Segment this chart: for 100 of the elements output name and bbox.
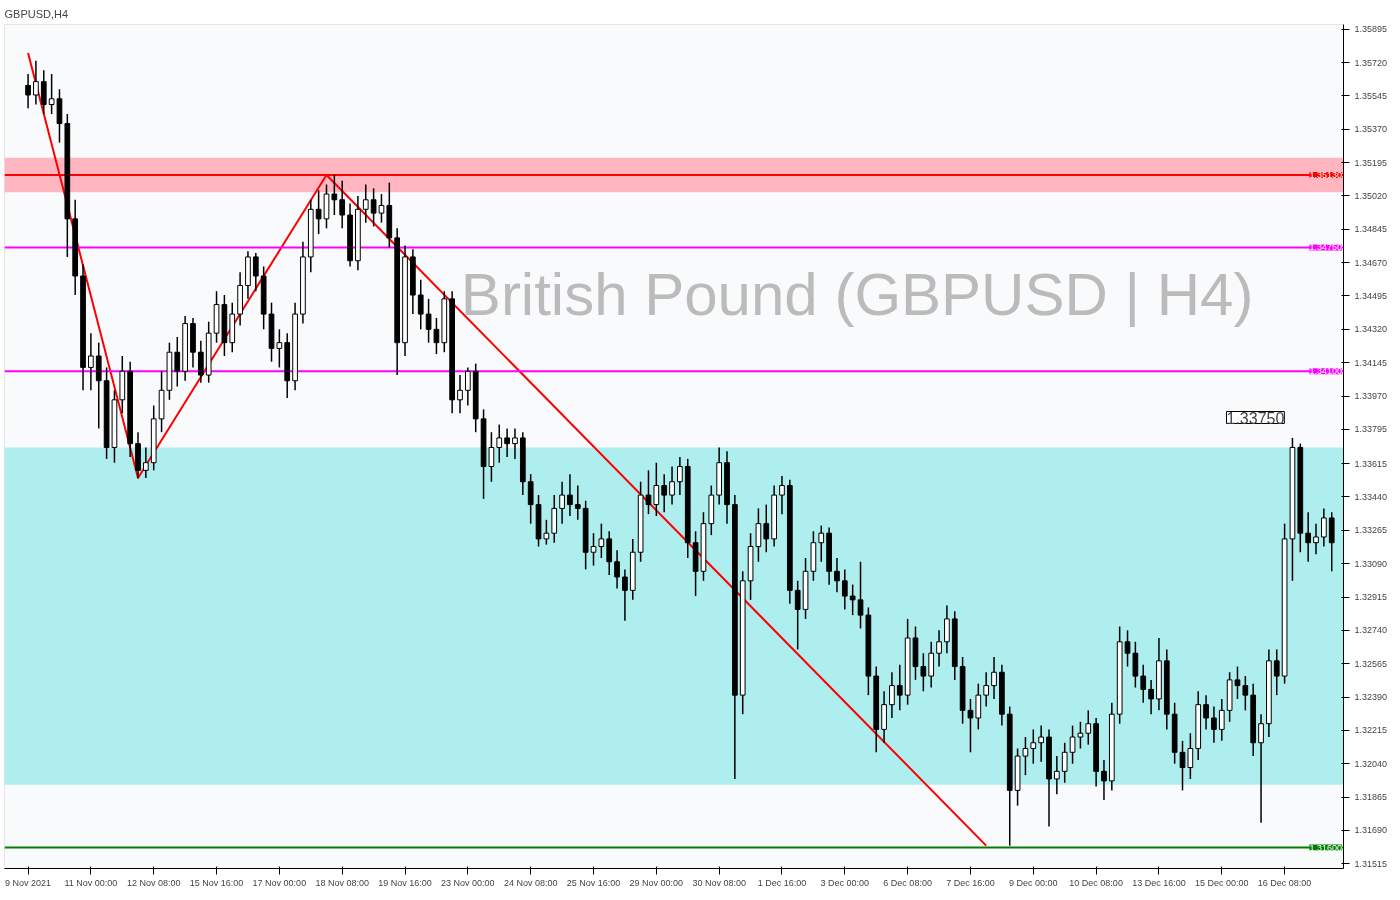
candlestick (433, 317, 440, 355)
candlestick (944, 604, 950, 654)
y-tick-label: 1.35720 (1354, 57, 1388, 68)
x-tick-label: 9 Dec 00:00 (1009, 877, 1058, 888)
candlestick (1211, 705, 1217, 744)
candlestick (40, 69, 47, 115)
candlestick (417, 279, 424, 331)
y-tick-label: 1.32565 (1354, 658, 1388, 669)
candlestick (1132, 641, 1139, 689)
candlestick (936, 629, 942, 668)
x-tick-label: 15 Dec 00:00 (1195, 877, 1249, 888)
y-tick-label: 1.35195 (1354, 157, 1388, 168)
y-tick-label: 1.33970 (1354, 391, 1388, 402)
x-tick-label: 16 Dec 08:00 (1257, 877, 1312, 888)
y-tick-label: 1.34320 (1354, 324, 1388, 335)
candlestick (669, 465, 675, 506)
ref-line-label: 1.35130 (1309, 170, 1342, 181)
y-tick-label: 1.32040 (1354, 758, 1388, 769)
candlestick (1218, 698, 1225, 742)
candlestick (1313, 522, 1319, 555)
y-tick-label: 1.31865 (1354, 792, 1388, 803)
candlestick (841, 568, 848, 611)
ref-line-label: 1.31600 (1309, 842, 1342, 853)
candlestick (1077, 721, 1084, 750)
candlestick (598, 522, 605, 559)
y-tick-label: 1.32390 (1354, 692, 1388, 703)
x-tick-label: 3 Dec 00:00 (820, 877, 870, 888)
x-tick-label: 30 Nov 08:00 (692, 877, 746, 888)
candlestick (1030, 728, 1037, 765)
candlestick (857, 561, 864, 630)
candlestick (818, 524, 825, 563)
candlestick (252, 252, 259, 292)
y-tick-label: 1.33795 (1354, 424, 1388, 435)
candlestick (983, 671, 990, 708)
candlestick (622, 568, 628, 622)
chart-title: GBPUSD,H4 (4, 7, 69, 20)
y-tick-label: 1.33615 (1354, 458, 1388, 469)
y-tick-label: 1.34670 (1354, 257, 1388, 268)
ref-line-label: 1.34750 (1309, 242, 1342, 253)
y-tick-label: 1.33265 (1354, 525, 1388, 536)
candlestick (661, 473, 668, 513)
y-tick-label: 1.35370 (1354, 124, 1388, 135)
candlestick (614, 549, 620, 590)
x-tick-label: 15 Nov 16:00 (189, 877, 244, 888)
x-tick-label: 10 Dec 08:00 (1069, 877, 1123, 888)
candlestick (975, 682, 982, 731)
x-tick-label: 29 Nov 00:00 (629, 877, 684, 888)
candlestick (567, 473, 573, 517)
y-tick-label: 1.35020 (1354, 190, 1388, 201)
y-tick-label: 1.34145 (1354, 357, 1388, 368)
y-tick-label: 1.32740 (1354, 625, 1388, 636)
y-tick-label: 1.32215 (1354, 725, 1388, 736)
candlestick (889, 671, 895, 719)
candlestick (143, 446, 149, 479)
x-tick-label: 11 Nov 00:00 (64, 877, 118, 888)
candlestick (896, 663, 903, 712)
y-tick-label: 1.33090 (1354, 558, 1388, 569)
x-tick-label: 7 Dec 16:00 (946, 877, 995, 888)
candlestick (920, 652, 927, 693)
candlestick (197, 340, 204, 384)
candlestick (1140, 663, 1147, 704)
annotation: 1.33750 (1226, 409, 1285, 427)
candlestick (1054, 755, 1060, 795)
candlestick (512, 427, 518, 460)
candlestick (504, 427, 510, 458)
candlestick (967, 698, 974, 754)
candlestick (1061, 742, 1068, 784)
candlestick (496, 423, 503, 464)
candlestick (991, 656, 997, 700)
text: British Pound (GBPUSD | H4) (460, 261, 1254, 329)
candlestick (425, 298, 432, 344)
candlestick (1022, 736, 1029, 776)
y-tick-label: 1.34845 (1354, 224, 1388, 235)
candlestick (677, 456, 683, 496)
candlestick (1124, 629, 1131, 668)
candlestick (1203, 694, 1209, 731)
candlestick (653, 461, 660, 517)
candlestick (174, 336, 181, 388)
candlestick (1038, 724, 1044, 763)
candlestick (1242, 675, 1249, 712)
candlestick (457, 374, 463, 414)
x-tick-label: 12 Nov 08:00 (126, 877, 181, 888)
x-tick-label: 17 Nov 00:00 (252, 877, 307, 888)
y-tick-label: 1.32915 (1354, 592, 1388, 603)
candlestick (1085, 709, 1092, 746)
y-tick-label: 1.34495 (1354, 290, 1388, 301)
x-tick-label: 24 Nov 08:00 (503, 877, 558, 888)
candlestick (1273, 648, 1280, 696)
x-tick-label: 18 Nov 08:00 (315, 877, 369, 888)
candlestick (1101, 759, 1107, 801)
x-tick-label: 13 Dec 16:00 (1132, 877, 1186, 888)
candlestick (1321, 507, 1327, 548)
candlestick (1258, 713, 1264, 824)
candlestick (33, 59, 39, 106)
x-tick-label: 9 Nov 2021 (5, 877, 52, 888)
ref-line-label: 1.34100 (1309, 366, 1342, 377)
candlestick (1148, 679, 1154, 715)
x-tick-label: 25 Nov 16:00 (566, 877, 621, 888)
candlestick (559, 481, 565, 525)
candlestick (606, 530, 613, 576)
